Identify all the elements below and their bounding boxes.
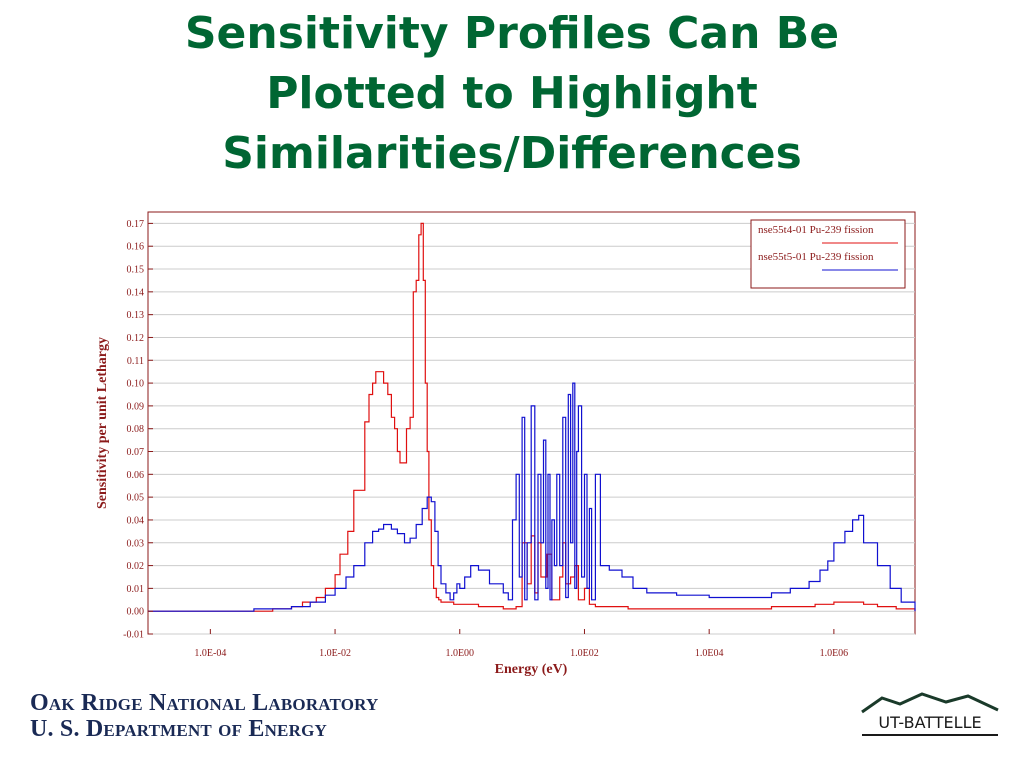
x-tick-label: 1.0E04 [695,648,724,659]
footer-org-line-1: Oak Ridge National Laboratory [30,690,379,716]
y-tick-label: 0.14 [127,287,145,298]
y-tick-label: 0.02 [127,561,145,572]
x-tick-labels: 1.0E-04 1.0E-02 1.0E00 1.0E02 1.0E04 1.0E06 [194,629,848,659]
footer-org-line-2: U. S. Department of Energy [30,716,327,742]
x-axis-label: Energy (eV) [495,662,568,677]
y-axis-label: Sensitivity per unit Lethargy [95,337,110,509]
y-tick-labels: -0.01 0.00 0.01 0.02 0.03 0.04 0.05 0.06 0.07 0.0… [123,219,153,641]
y-tick-label: -0.01 [123,630,144,641]
y-tick-label: 0.01 [127,584,145,595]
y-tick-label: 0.07 [127,447,145,458]
y-tick-label: 0.16 [127,242,145,253]
x-tick-label: 1.0E02 [570,648,599,659]
x-tick-label: 1.0E-02 [319,648,351,659]
x-tick-label: 1.0E-04 [194,648,226,659]
y-tick-label: 0.06 [127,470,145,481]
y-tick-label: 0.03 [127,538,145,549]
slide-title-line-3: Similarities/Differences [222,128,802,179]
series-line-red [148,222,916,612]
logo-mountain-icon [861,692,999,714]
y-tick-label: 0.11 [127,356,144,367]
legend-label-red: nse55t4-01 Pu-239 fission [758,224,874,236]
series-lines [148,222,916,612]
y-tick-label: 0.08 [127,424,145,435]
y-tick-label: 0.04 [127,515,145,526]
legend-box [750,219,906,289]
y-tick-label: 0.09 [127,401,145,412]
y-tick-label: 0.15 [127,265,145,276]
y-tick-label: 0.17 [127,219,145,230]
y-tick-label: 0.05 [127,493,145,504]
logo-text: UT-BATTELLE [878,713,981,732]
slide-title-line-2: Plotted to Highlight [266,68,758,119]
footer-organization: Oak Ridge National Laboratory U. S. Depa… [30,690,379,742]
y-tick-label: 0.13 [127,310,145,321]
ut-battelle-logo: UT-BATTELLE [861,692,999,736]
x-tick-label: 1.0E06 [820,648,849,659]
x-tick-label: 1.0E00 [445,648,474,659]
legend-label-blue: nse55t5-01 Pu-239 fission [758,251,874,263]
y-tick-label: 0.10 [127,379,145,390]
slide-title-line-1: Sensitivity Profiles Can Be [184,8,840,59]
slide-title: Sensitivity Profiles Can Be Plotted to H… [0,4,1024,184]
legend: nse55t4-01 Pu-239 fission nse55t5-01 Pu-… [750,219,906,289]
y-tick-label: 0.12 [127,333,145,344]
series-line-blue [148,382,916,612]
y-tick-label: 0.00 [127,607,145,618]
